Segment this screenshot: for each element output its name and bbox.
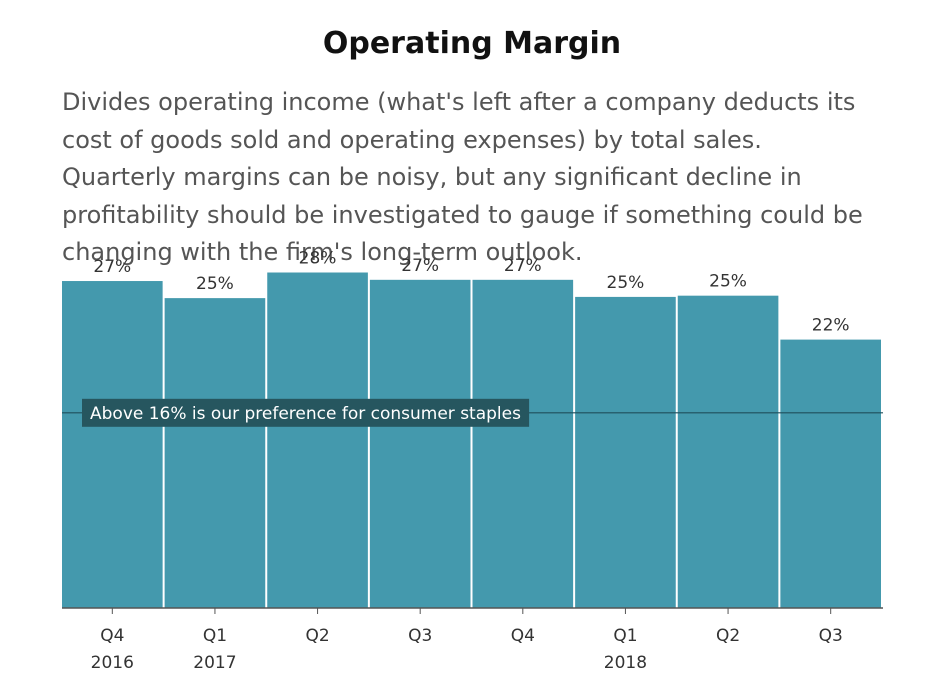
bar-value-label: 27% <box>504 256 542 276</box>
chart-subtitle: Divides operating income (what's left af… <box>62 88 863 266</box>
bar-7 <box>780 339 881 608</box>
bar-6 <box>677 295 779 608</box>
x-tick-label-quarter: Q2 <box>305 626 329 646</box>
bar-value-label: 27% <box>401 256 439 276</box>
x-tick-label-quarter: Q3 <box>408 626 432 646</box>
bar-0 <box>62 281 163 608</box>
value-labels-layer: 27% 25% 28% 27% 27% 25% 25% 22% <box>93 249 849 336</box>
reference-line-group: Above 16% is our preference for consumer… <box>62 398 883 427</box>
bar-value-label: 25% <box>709 272 747 292</box>
bar-value-label: 27% <box>93 257 131 277</box>
x-tick-label-quarter: Q4 <box>100 626 124 646</box>
reference-label: Above 16% is our preference for consumer… <box>90 404 521 424</box>
x-tick-label-year: 2018 <box>604 653 647 673</box>
bar-value-label: 25% <box>607 273 645 293</box>
x-tick-label-quarter: Q1 <box>613 626 637 646</box>
bar-4 <box>472 279 574 608</box>
reference-label-background <box>82 398 530 427</box>
x-tick-label-quarter: Q3 <box>819 626 843 646</box>
x-tick-label-quarter: Q2 <box>716 626 740 646</box>
x-tick-label-year: 2017 <box>193 653 236 673</box>
bar-value-label: 22% <box>812 316 850 336</box>
x-tick-label-quarter: Q4 <box>511 626 535 646</box>
bar-5 <box>575 296 676 608</box>
chart-title: Operating Margin <box>322 26 622 61</box>
bar-value-label: 25% <box>196 274 234 294</box>
bar-value-label: 28% <box>299 249 337 269</box>
bars-layer <box>62 272 881 608</box>
x-axis-ticks: Q4 2016 Q1 2017 Q2 Q3 Q4 Q1 2018 Q2 Q3 <box>91 608 843 673</box>
bar-3 <box>369 279 471 608</box>
x-tick-label-year: 2016 <box>91 653 134 673</box>
bar-1 <box>164 298 266 608</box>
x-tick-label-quarter: Q1 <box>203 626 227 646</box>
bar-2 <box>267 272 368 608</box>
